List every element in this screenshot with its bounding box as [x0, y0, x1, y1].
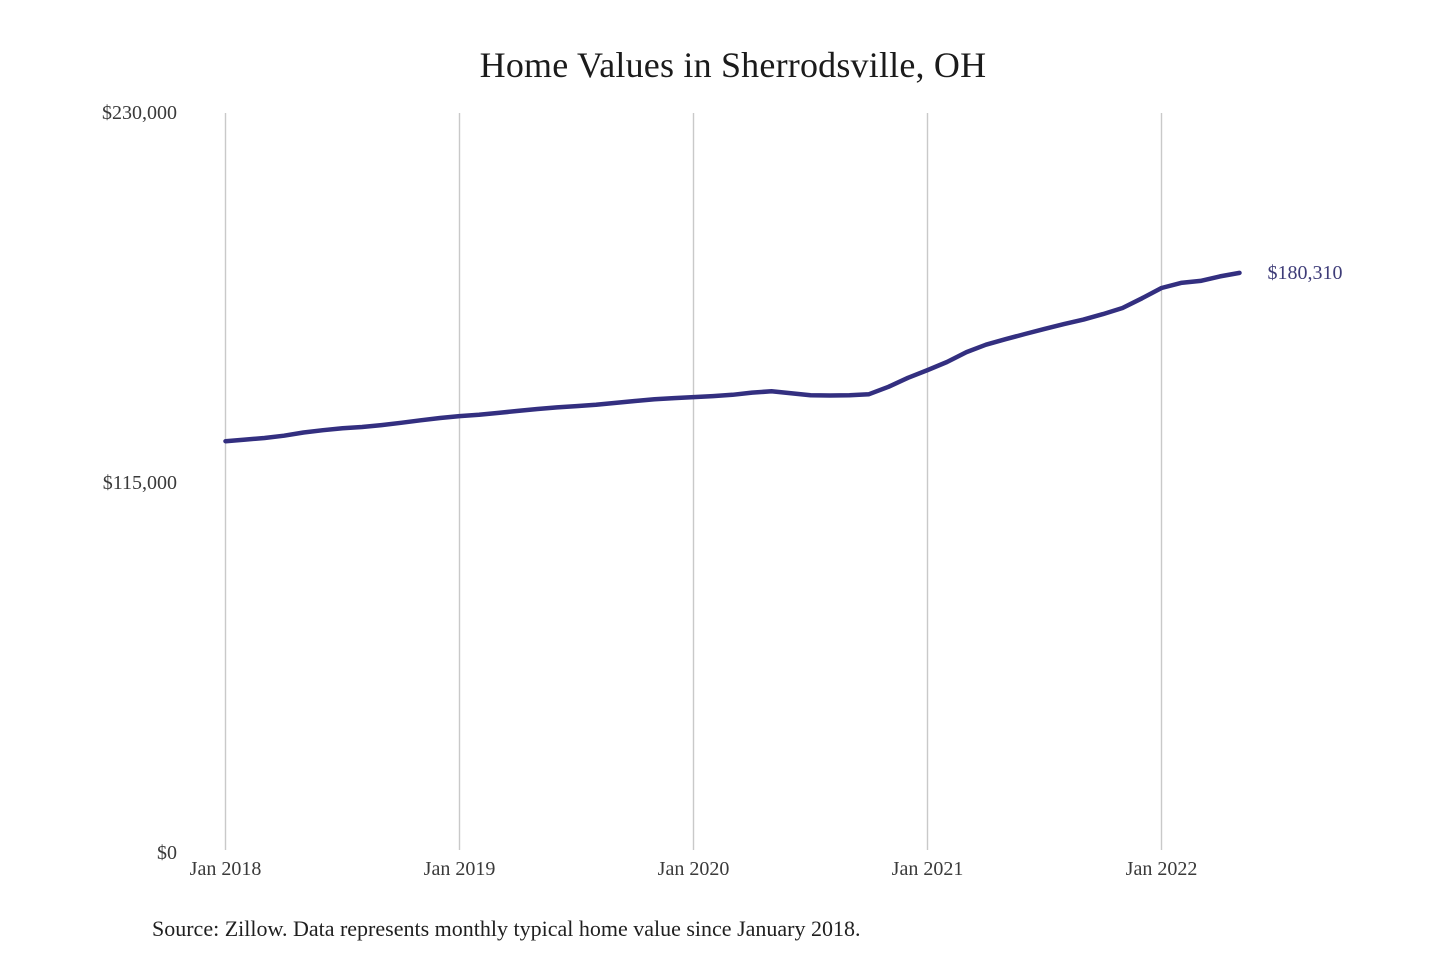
home-value-series-line — [223, 270, 1242, 444]
x-axis-tick-label: Jan 2018 — [189, 858, 262, 880]
chart-title: Home Values in Sherrodsville, OH — [479, 45, 987, 85]
latest-value-label: $180,310 — [1267, 261, 1343, 284]
x-axis-tick-label: Jan 2022 — [1125, 858, 1198, 880]
year-gridlines — [224, 113, 1163, 850]
y-axis-tick-label: $230,000 — [102, 102, 177, 124]
y-axis-tick-label: $0 — [157, 842, 177, 864]
x-axis-tick-label: Jan 2019 — [423, 858, 496, 880]
y-axis-tick-label: $115,000 — [102, 472, 177, 494]
x-axis-tick-label: Jan 2020 — [657, 858, 730, 880]
source-note: Source: Zillow. Data represents monthly … — [152, 916, 861, 941]
x-axis-tick-label: Jan 2021 — [891, 858, 964, 880]
